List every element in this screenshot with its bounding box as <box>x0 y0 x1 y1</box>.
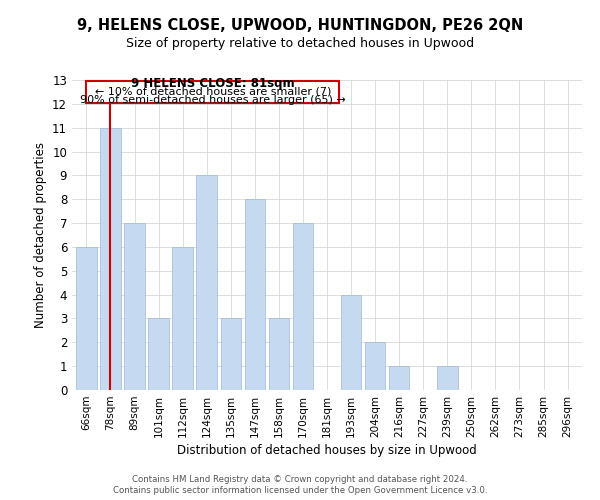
Bar <box>100 128 121 390</box>
Bar <box>245 199 265 390</box>
Bar <box>196 176 217 390</box>
Bar <box>365 342 385 390</box>
Bar <box>76 247 97 390</box>
Bar <box>172 247 193 390</box>
Bar <box>437 366 458 390</box>
Text: Size of property relative to detached houses in Upwood: Size of property relative to detached ho… <box>126 38 474 51</box>
Text: 9 HELENS CLOSE: 81sqm: 9 HELENS CLOSE: 81sqm <box>131 77 295 90</box>
Text: Contains HM Land Registry data © Crown copyright and database right 2024.: Contains HM Land Registry data © Crown c… <box>132 475 468 484</box>
Text: ← 10% of detached houses are smaller (7): ← 10% of detached houses are smaller (7) <box>95 86 331 97</box>
Bar <box>124 223 145 390</box>
Bar <box>148 318 169 390</box>
FancyBboxPatch shape <box>86 82 339 104</box>
Bar <box>389 366 409 390</box>
Text: Contains public sector information licensed under the Open Government Licence v3: Contains public sector information licen… <box>113 486 487 495</box>
Bar <box>269 318 289 390</box>
Text: 90% of semi-detached houses are larger (65) →: 90% of semi-detached houses are larger (… <box>80 94 346 104</box>
X-axis label: Distribution of detached houses by size in Upwood: Distribution of detached houses by size … <box>177 444 477 457</box>
Text: 9, HELENS CLOSE, UPWOOD, HUNTINGDON, PE26 2QN: 9, HELENS CLOSE, UPWOOD, HUNTINGDON, PE2… <box>77 18 523 32</box>
Bar <box>341 294 361 390</box>
Y-axis label: Number of detached properties: Number of detached properties <box>34 142 47 328</box>
Bar <box>293 223 313 390</box>
Bar <box>221 318 241 390</box>
